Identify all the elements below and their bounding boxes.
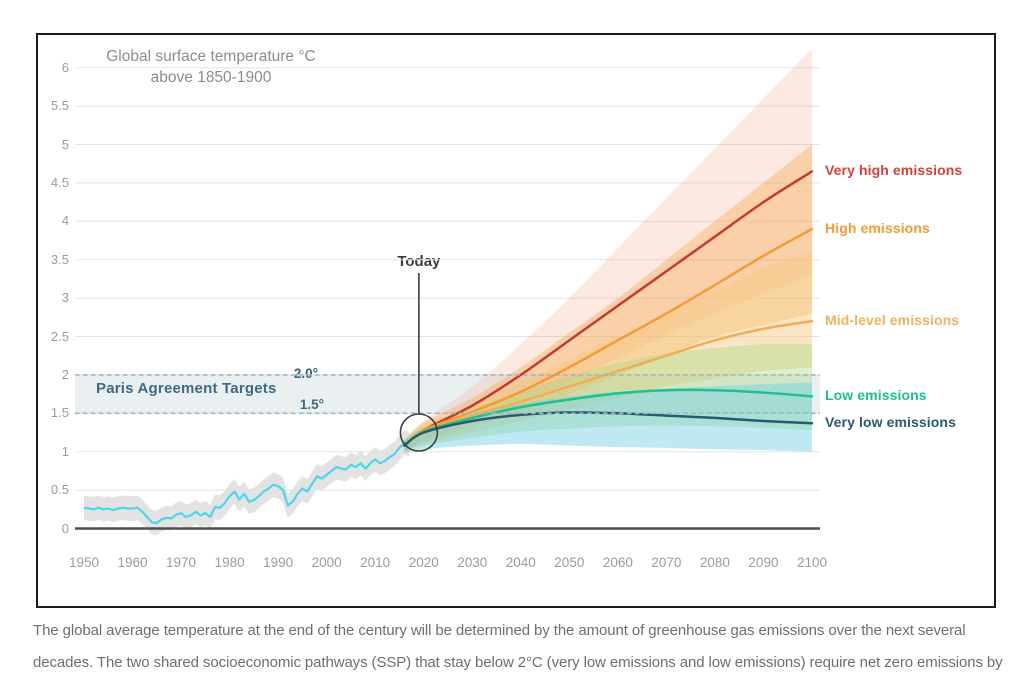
today-circle xyxy=(399,413,439,452)
y-axis-tick-label: 1.5 xyxy=(50,405,69,421)
y-axis-tick-label: 2 xyxy=(61,366,69,382)
x-axis-tick-label: 1990 xyxy=(263,555,294,570)
temperature-chart-canvas xyxy=(75,48,820,536)
x-axis-tick-label: 1980 xyxy=(214,555,245,570)
x-axis-tick-label: 1970 xyxy=(166,555,197,570)
uncertainty-band-very_high xyxy=(404,48,812,452)
x-axis-tick-label: 2030 xyxy=(457,555,488,570)
figure-caption-line1: The global average temperature at the en… xyxy=(33,622,966,639)
figure-caption-line2: decades. The two shared socioeconomic pa… xyxy=(33,654,1003,671)
x-axis-tick-label: 2060 xyxy=(602,555,633,570)
x-axis-tick-label: 1960 xyxy=(117,555,148,570)
y-axis-tick-label: 5.5 xyxy=(50,98,69,114)
chart-title-line2: above 1850-1900 xyxy=(150,69,272,86)
y-axis-tick-label: 4 xyxy=(61,213,69,229)
legend-label-high: High emissions xyxy=(825,219,930,236)
today-annotation-label: Today xyxy=(397,253,441,270)
historical-temperature-line xyxy=(83,441,410,525)
scenario-line-very_high xyxy=(403,170,814,447)
legend-label-mid: Mid-level emissions xyxy=(825,312,960,329)
x-axis-tick-label: 2000 xyxy=(311,555,342,570)
x-axis-tick-label: 2090 xyxy=(748,555,779,570)
y-axis-tick-label: 6 xyxy=(61,59,69,75)
paris-agreement-targets-label: Paris Agreement Targets xyxy=(96,380,277,397)
historical-uncertainty-band xyxy=(84,430,410,536)
paris-target-1-5-label: 1.5° xyxy=(252,397,324,412)
paris-target-band xyxy=(75,374,820,414)
x-axis-tick-label: 2050 xyxy=(554,555,585,570)
x-axis-tick-label: 2020 xyxy=(408,555,439,570)
uncertainty-band-low xyxy=(404,343,812,452)
y-axis-tick-label: 0.5 xyxy=(50,482,69,498)
y-axis-tick-label: 1 xyxy=(61,443,69,459)
paris-target-2-0-label: 2.0° xyxy=(293,366,318,381)
x-axis-tick-label: 2080 xyxy=(699,555,730,570)
x-axis-tick-label: 2100 xyxy=(796,555,828,570)
x-axis-tick-label: 2070 xyxy=(651,555,682,570)
chart-title-line1: Global surface temperature °C xyxy=(106,48,316,65)
scenario-line-low xyxy=(403,388,814,447)
uncertainty-band-very_low xyxy=(404,382,812,454)
y-axis-tick-label: 5 xyxy=(61,136,69,152)
y-axis-tick-label: 3.5 xyxy=(50,251,69,267)
legend-label-very_high: Very high emissions xyxy=(825,162,963,179)
x-axis-tick-label: 2040 xyxy=(505,555,536,570)
y-axis-tick-label: 0 xyxy=(61,520,69,536)
temperature-projection-figure: Global surface temperature °C above 1850… xyxy=(36,33,996,608)
scenario-line-high xyxy=(403,227,814,447)
scenario-line-very_low xyxy=(403,411,814,447)
x-axis-tick-label: 2010 xyxy=(360,555,391,570)
legend-label-low: Low emissions xyxy=(825,387,927,404)
y-axis-tick-label: 4.5 xyxy=(50,174,69,190)
legend-label-very_low: Very low emissions xyxy=(825,414,956,431)
x-axis-tick-label: 1950 xyxy=(68,555,100,570)
y-axis-tick-label: 2.5 xyxy=(50,328,69,344)
uncertainty-band-mid xyxy=(404,252,812,452)
y-axis-tick-label: 3 xyxy=(61,290,69,306)
chart-title: Global surface temperature °C above 1850… xyxy=(92,46,330,88)
